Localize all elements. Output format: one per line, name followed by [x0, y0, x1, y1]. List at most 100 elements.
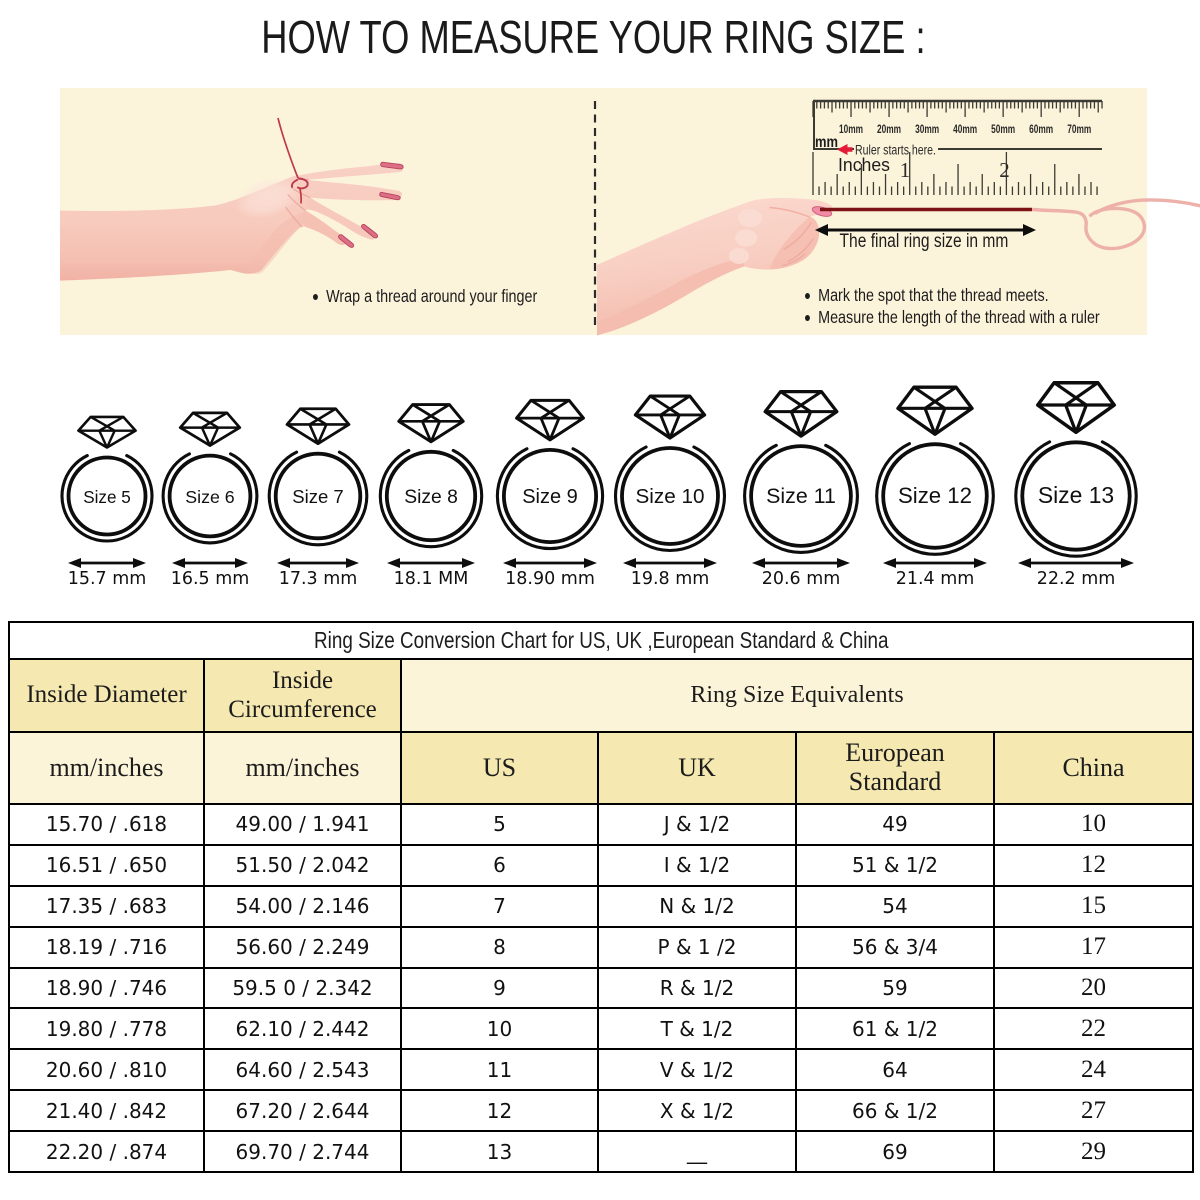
diameter-arrow — [623, 558, 717, 568]
ring-size-label: Size 6 — [185, 487, 235, 507]
conversion-cell: 11 — [400, 1048, 599, 1092]
conversion-row: 18.19 / .716 56.60 / 2.249 8 P & 1 /2 56 & 3… — [8, 925, 1195, 969]
step-mark-spot-label: Mark the spot that the thread meets. — [818, 285, 1049, 305]
conversion-cell: 54 — [795, 884, 995, 928]
conversion-cell: T & 1/2 — [597, 1007, 797, 1051]
ruler-illustration: 10mm 20mm 30mm 40mm 50mm 60mm 70mm mm Ruler star… — [812, 99, 1103, 195]
ring-diameter-label: 15.7 mm — [68, 569, 147, 589]
knuckle-highlights — [729, 209, 762, 264]
ruler-inch-number: 2 — [999, 158, 1010, 182]
subheader-china: China — [992, 731, 1195, 805]
diameter-arrow — [387, 558, 475, 568]
ring-diameter-label: 22.2 mm — [1037, 569, 1116, 589]
ring-item: Size 11 20.6 mm — [743, 390, 859, 589]
conversion-cell: 67.20 / 2.644 — [203, 1089, 402, 1133]
conversion-cell: 51 & 1/2 — [795, 843, 995, 887]
bullet-dot — [313, 294, 318, 300]
ruler-mm-label: 50mm — [991, 122, 1015, 136]
diameter-arrow — [277, 558, 359, 568]
ring-item: Size 5 15.7 mm — [60, 415, 154, 589]
ring-item: Size 13 22.2 mm — [1014, 380, 1138, 589]
header-ring-size-equivalents: Ring Size Equivalents — [399, 658, 1195, 733]
ruler-mm-label: 10mm — [839, 122, 863, 136]
ring-item: Size 10 19.8 mm — [613, 394, 727, 589]
conversion-cell: 22.20 / .874 — [8, 1130, 205, 1174]
conversion-cell: 17.35 / .683 — [8, 884, 205, 928]
conversion-cell: 51.50 / 2.042 — [203, 843, 402, 887]
conversion-cell: 69 — [795, 1130, 995, 1174]
header-inside-diameter: Inside Diameter — [8, 658, 205, 733]
conversion-row: 19.80 / .778 62.10 / 2.442 10 T & 1/2 61 & 1… — [8, 1007, 1195, 1051]
conversion-cell: 16.51 / .650 — [8, 843, 205, 887]
ring-item: Size 12 21.4 mm — [875, 385, 995, 589]
conversion-cell: 64 — [795, 1048, 995, 1092]
step-wrap-thread-label: Wrap a thread around your finger — [326, 286, 538, 306]
conversion-cell: 59.5 0 / 2.342 — [203, 966, 402, 1010]
ruler-labels: 10mm 20mm 30mm 40mm 50mm 60mm 70mm mm Ruler star… — [815, 122, 1091, 182]
conversion-cell: 21.40 / .842 — [8, 1089, 205, 1133]
folded-pinky-finger — [301, 210, 347, 246]
conversion-cell: 20.60 / .810 — [8, 1048, 205, 1092]
conversion-cell: 59 — [795, 966, 995, 1010]
ring-diameter-label: 19.8 mm — [631, 569, 710, 589]
ring-size-label: Size 13 — [1038, 482, 1114, 508]
diameter-arrow — [503, 558, 597, 568]
conversion-table: Ring Size Conversion Chart for US, UK ,E… — [7, 621, 1195, 1174]
step-wrap-thread: Wrap a thread around your finger — [313, 286, 538, 306]
conversion-cell: 10 — [992, 803, 1195, 846]
ruler-start-arrow-icon — [837, 144, 853, 155]
conversion-cell: R & 1/2 — [597, 966, 797, 1010]
diameter-arrow — [1018, 558, 1134, 568]
conversion-cell: 10 — [400, 1007, 599, 1051]
ring-diameter-label: 18.90 mm — [505, 569, 595, 589]
diameter-arrow — [172, 558, 248, 568]
conversion-row: 15.70 / .618 49.00 / 1.941 5 J & 1/2 49 10 — [8, 803, 1195, 846]
conversion-cell: 5 — [400, 803, 599, 846]
conversion-cell: I & 1/2 — [597, 843, 797, 887]
conversion-cell: 56 & 3/4 — [795, 925, 995, 969]
conversion-cell: 29 — [992, 1130, 1195, 1174]
subheader-european-standard: European Standard — [795, 731, 995, 805]
ruler-note-backdrop — [854, 140, 938, 158]
ruler-mm-label: 30mm — [915, 122, 939, 136]
hand-back-highlight — [235, 177, 301, 219]
fingernails — [338, 161, 404, 248]
conversion-cell: 64.60 / 2.543 — [203, 1048, 402, 1092]
conversion-cell: 56.60 / 2.249 — [203, 925, 402, 969]
bullet-dot — [805, 315, 810, 321]
conversion-cell: 19.80 / .778 — [8, 1007, 205, 1051]
conversion-cell: 7 — [400, 884, 599, 928]
index-finger-crease — [769, 206, 810, 218]
conversion-cell: 27 — [992, 1089, 1195, 1133]
final-size-arrow — [815, 224, 1036, 236]
page-title: HOW TO MEASURE YOUR RING SIZE : — [260, 11, 926, 63]
conversion-cell: 17 — [992, 925, 1195, 969]
final-ring-size-label: The final ring size in mm — [839, 231, 1009, 252]
thread-loop — [1031, 198, 1200, 251]
folded-ring-finger — [305, 197, 375, 240]
ruler-inch-ticks — [812, 152, 1098, 195]
conversion-cell: 54.00 / 2.146 — [203, 884, 402, 928]
conversion-cell: 8 — [400, 925, 599, 969]
conversion-cell: 15.70 / .618 — [8, 803, 205, 846]
conversion-cell: 49.00 / 1.941 — [203, 803, 402, 846]
ring-size-label: Size 8 — [404, 487, 458, 508]
ring-item: Size 6 16.5 mm — [161, 411, 259, 589]
table-title: Ring Size Conversion Chart for US, UK ,E… — [7, 621, 1195, 660]
ring-diameter-label: 18.1 MM — [394, 569, 469, 589]
ruler-mm-label: 20mm — [877, 122, 901, 136]
ring-size-label: Size 5 — [83, 488, 131, 507]
conversion-row: 21.40 / .842 67.20 / 2.644 12 X & 1/2 66 & 1… — [8, 1089, 1195, 1133]
ring-size-label: Size 12 — [898, 483, 972, 508]
ring-size-label: Size 10 — [635, 485, 704, 508]
conversion-cell: 61 & 1/2 — [795, 1007, 995, 1051]
conversion-row: 17.35 / .683 54.00 / 2.146 7 N & 1/2 54 15 — [8, 884, 1195, 928]
ruler-mm-ticks — [812, 101, 1103, 117]
conversion-cell: 18.19 / .716 — [8, 925, 205, 969]
conversion-cell: 20 — [992, 966, 1195, 1010]
ring-item: Size 7 17.3 mm — [267, 407, 369, 589]
step-measure-thread-label: Measure the length of the thread with a … — [818, 307, 1100, 327]
hand-pointing-illustration — [597, 197, 833, 336]
conversion-cell: 24 — [992, 1048, 1195, 1092]
conversion-row: 18.90 / .746 59.5 0 / 2.342 9 R & 1/2 59 20 — [8, 966, 1195, 1010]
